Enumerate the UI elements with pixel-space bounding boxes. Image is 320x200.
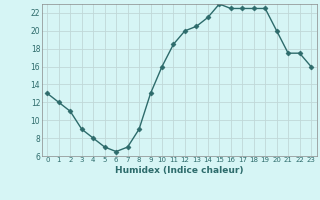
X-axis label: Humidex (Indice chaleur): Humidex (Indice chaleur) bbox=[115, 166, 244, 175]
